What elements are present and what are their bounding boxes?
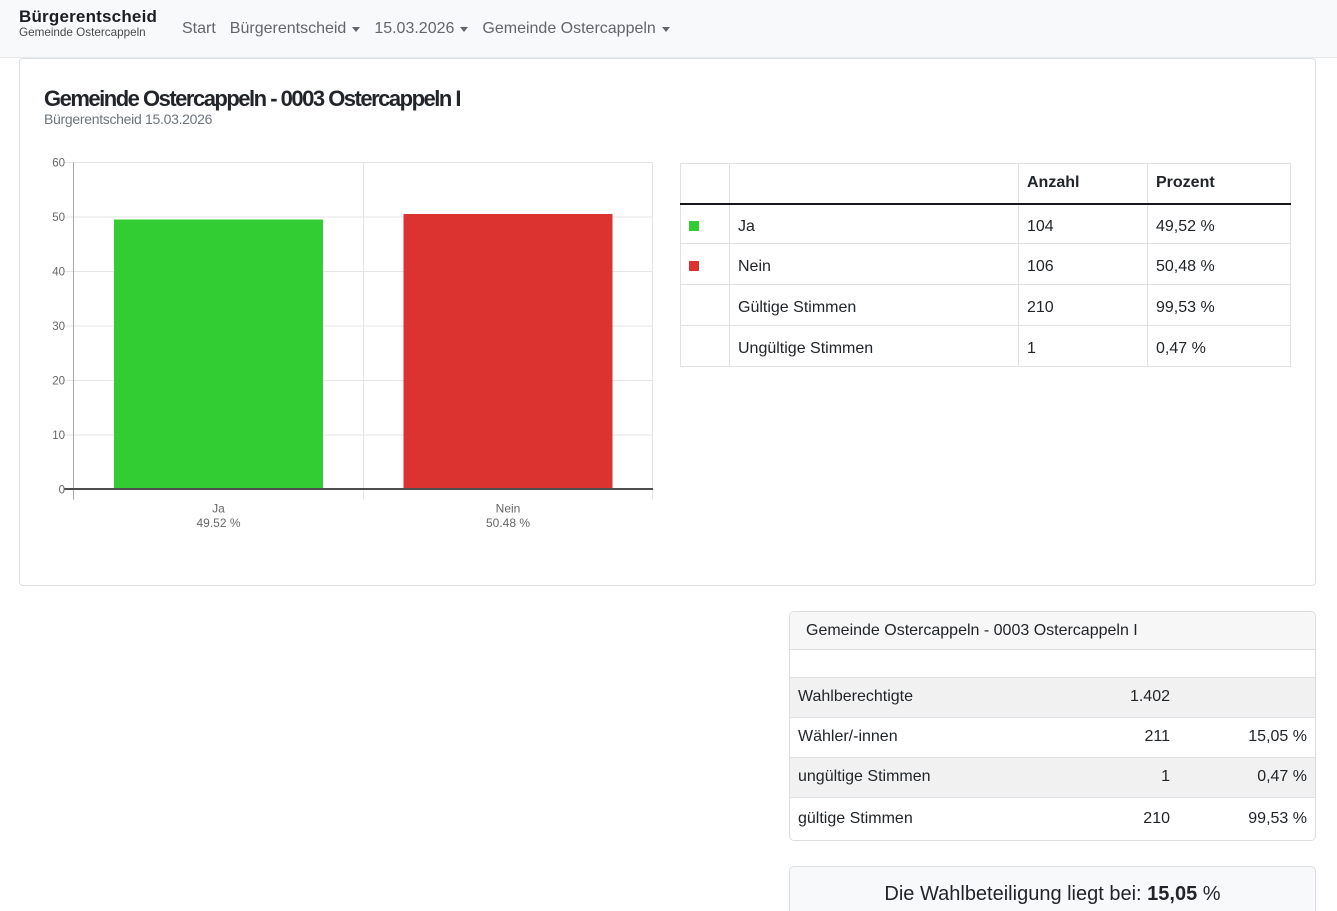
svg-text:49.52 %: 49.52 %: [196, 516, 240, 530]
svg-text:20: 20: [52, 376, 65, 388]
svg-text:60: 60: [52, 158, 65, 170]
svg-text:Nein: Nein: [496, 502, 521, 516]
svg-text:Ja: Ja: [212, 502, 225, 516]
svg-text:50.48 %: 50.48 %: [486, 516, 530, 530]
svg-text:40: 40: [52, 267, 65, 279]
svg-text:10: 10: [52, 430, 65, 442]
svg-text:50: 50: [52, 212, 65, 224]
svg-text:30: 30: [52, 321, 65, 333]
svg-text:0: 0: [59, 485, 65, 497]
